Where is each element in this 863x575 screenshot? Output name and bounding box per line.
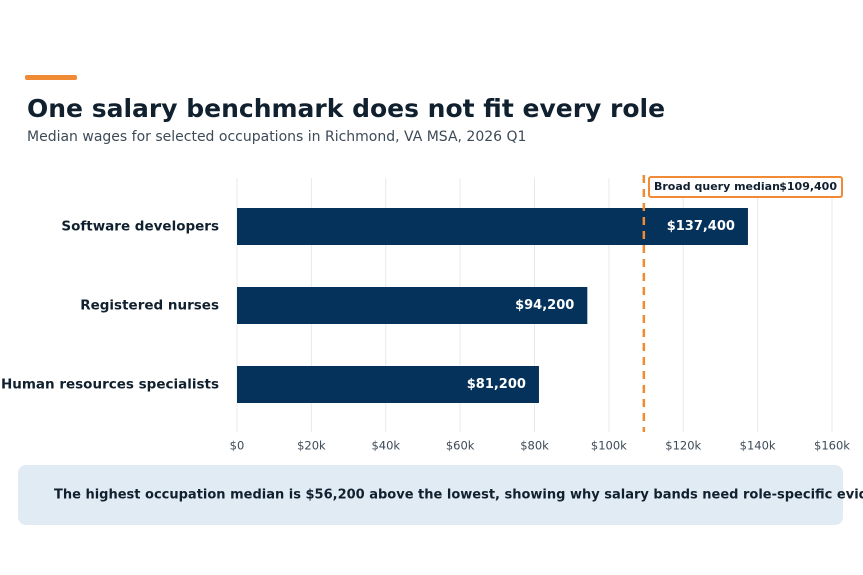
bar xyxy=(237,366,539,403)
y-tick-label: Software developers xyxy=(61,219,219,235)
x-tick-label: $100k xyxy=(591,439,627,453)
value-label: $94,200 xyxy=(515,298,574,313)
x-tick-label: $120k xyxy=(665,439,701,453)
value-label: $137,400 xyxy=(667,219,735,234)
bar xyxy=(237,208,748,245)
x-tick-label: $80k xyxy=(520,439,549,453)
note-text: The highest occupation median is $56,200… xyxy=(54,488,863,503)
reference-label-box xyxy=(648,176,843,198)
chart-title: One salary benchmark does not fit every … xyxy=(27,94,665,123)
note-box xyxy=(18,465,843,525)
y-tick-label: Registered nurses xyxy=(80,298,219,314)
bar xyxy=(237,287,588,324)
accent-bar xyxy=(25,75,77,80)
y-tick-label: Human resources specialists xyxy=(1,377,219,393)
chart-subtitle: Median wages for selected occupations in… xyxy=(27,129,526,145)
x-tick-label: $20k xyxy=(297,439,326,453)
reference-label: Broad query median xyxy=(654,180,780,193)
reference-value-label: $109,400 xyxy=(779,180,837,193)
x-tick-label: $160k xyxy=(814,439,850,453)
x-tick-label: $0 xyxy=(230,439,245,453)
x-tick-label: $140k xyxy=(740,439,776,453)
x-tick-label: $60k xyxy=(446,439,475,453)
value-label: $81,200 xyxy=(467,377,526,392)
x-tick-label: $40k xyxy=(371,439,400,453)
